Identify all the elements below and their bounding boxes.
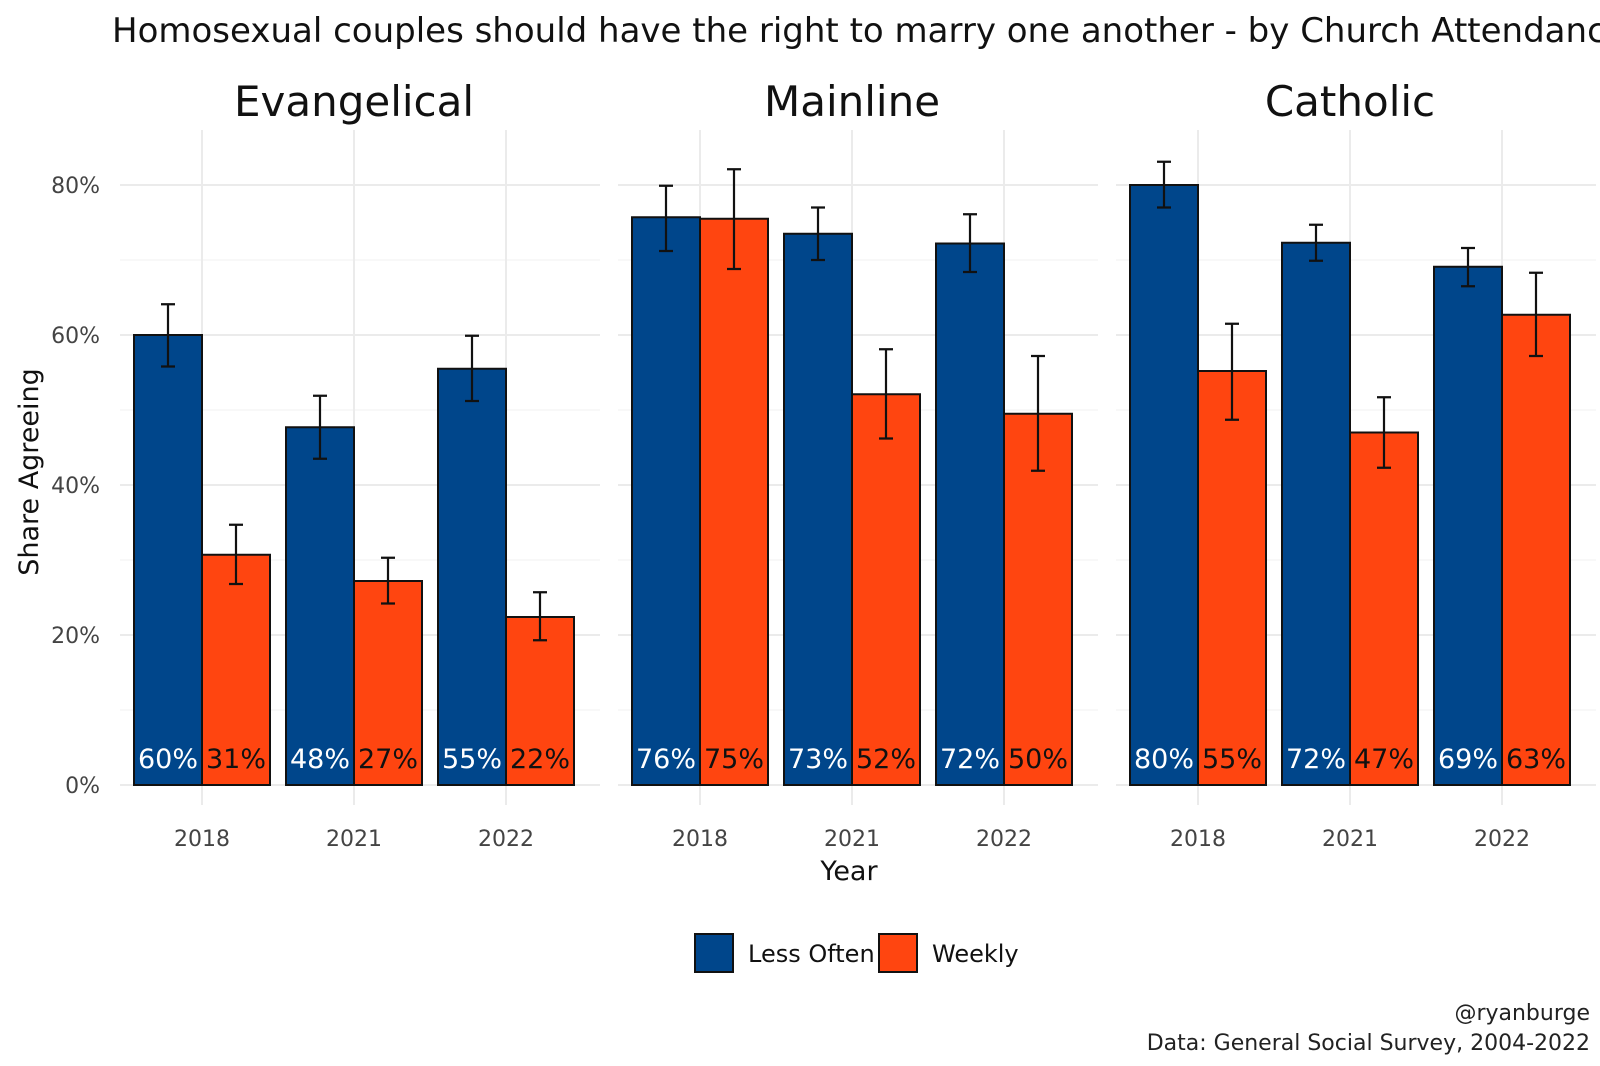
bar-less-often bbox=[1433, 265, 1503, 786]
bar-value-label: 48% bbox=[290, 744, 350, 775]
caption: @ryanburge Data: General Social Survey, … bbox=[1147, 1001, 1590, 1056]
error-bar bbox=[465, 334, 479, 403]
facet-title: Catholic bbox=[1265, 77, 1435, 126]
caption-handle: @ryanburge bbox=[1454, 1001, 1590, 1026]
error-bar bbox=[1529, 271, 1543, 358]
y-tick-label: 40% bbox=[51, 474, 100, 499]
facet-title: Mainline bbox=[764, 77, 940, 126]
error-bar bbox=[963, 213, 977, 274]
error-bar bbox=[1225, 322, 1239, 421]
bar-value-label: 76% bbox=[636, 744, 696, 775]
bar-value-label: 73% bbox=[788, 744, 848, 775]
y-axis-title: Share Agreeing bbox=[14, 368, 45, 576]
error-bar bbox=[313, 394, 327, 460]
x-tick-label: 2018 bbox=[174, 827, 230, 852]
caption-source: Data: General Social Survey, 2004-2022 bbox=[1147, 1031, 1590, 1056]
bar-value-label: 55% bbox=[1202, 744, 1262, 775]
legend-label-weekly: Weekly bbox=[932, 940, 1019, 968]
error-bar bbox=[811, 206, 825, 262]
bar-less-often bbox=[783, 232, 853, 786]
bar-less-often bbox=[1281, 241, 1351, 786]
bar-value-label: 27% bbox=[358, 744, 418, 775]
y-tick-label: 20% bbox=[51, 624, 100, 649]
bar-value-label: 69% bbox=[1438, 744, 1498, 775]
legend-swatch-less-often bbox=[694, 933, 734, 973]
x-axis-title: Year bbox=[819, 856, 878, 887]
bar-weekly bbox=[851, 393, 921, 786]
bar-less-often bbox=[1129, 184, 1199, 786]
bar-value-label: 31% bbox=[206, 744, 266, 775]
error-bar bbox=[1157, 160, 1171, 209]
legend-swatch-weekly bbox=[878, 933, 918, 973]
error-bar bbox=[1377, 396, 1391, 469]
bar-weekly bbox=[505, 616, 575, 786]
bar-value-label: 55% bbox=[442, 744, 502, 775]
bar-value-label: 50% bbox=[1008, 744, 1068, 775]
y-tick-label: 80% bbox=[51, 174, 100, 199]
bar-weekly bbox=[353, 580, 423, 786]
bar-value-label: 75% bbox=[704, 744, 764, 775]
bar-value-label: 80% bbox=[1134, 744, 1194, 775]
bar-weekly bbox=[699, 217, 769, 786]
bar-value-label: 22% bbox=[510, 744, 570, 775]
error-bar bbox=[1031, 354, 1045, 472]
bar-value-label: 63% bbox=[1506, 744, 1566, 775]
error-bar bbox=[659, 184, 673, 253]
bar-weekly bbox=[201, 553, 271, 786]
error-bar bbox=[381, 556, 395, 605]
facet-catholic: Catholic 80% 55% 2018 72% 47% 2021 69% 63% 2022 bbox=[1116, 77, 1596, 852]
bar-weekly bbox=[1501, 313, 1571, 786]
x-tick-label: 2018 bbox=[1170, 827, 1226, 852]
error-bar bbox=[1309, 223, 1323, 262]
bar-less-often bbox=[631, 216, 701, 786]
legend: Less Often Weekly bbox=[694, 933, 1019, 973]
facet-mainline: Mainline 76% 75% 2018 73% 52% 2021 72% 50% 2022 bbox=[618, 77, 1098, 852]
bar-value-label: 72% bbox=[1286, 744, 1346, 775]
x-tick-label: 2018 bbox=[672, 827, 728, 852]
bar-value-label: 52% bbox=[856, 744, 916, 775]
error-bar bbox=[1461, 246, 1475, 288]
bar-less-often bbox=[285, 426, 355, 786]
facets: 0% 20% 40% 60% 80% Evangelical 60% 31% 2018 48% 27… bbox=[51, 77, 1596, 852]
y-tick-label: 0% bbox=[65, 774, 100, 799]
legend-label-less-often: Less Often bbox=[748, 940, 875, 968]
x-tick-label: 2022 bbox=[1474, 827, 1530, 852]
bar-value-label: 72% bbox=[940, 744, 1000, 775]
error-bar bbox=[161, 303, 175, 368]
y-tick-label: 60% bbox=[51, 324, 100, 349]
bar-less-often bbox=[935, 242, 1005, 786]
x-tick-label: 2021 bbox=[824, 827, 880, 852]
x-tick-label: 2021 bbox=[1322, 827, 1378, 852]
bar-weekly bbox=[1349, 431, 1419, 786]
x-tick-label: 2021 bbox=[326, 827, 382, 852]
bar-value-label: 47% bbox=[1354, 744, 1414, 775]
facet-title: Evangelical bbox=[234, 77, 474, 126]
bar-weekly bbox=[1003, 412, 1073, 786]
error-bar bbox=[229, 523, 243, 586]
x-tick-label: 2022 bbox=[976, 827, 1032, 852]
bar-value-label: 60% bbox=[138, 744, 198, 775]
x-tick-label: 2022 bbox=[478, 827, 534, 852]
bar-less-often bbox=[437, 367, 507, 786]
bar-less-often bbox=[133, 334, 203, 786]
error-bar bbox=[879, 348, 893, 440]
error-bar bbox=[533, 591, 547, 642]
chart-title: Homosexual couples should have the right… bbox=[112, 11, 1600, 51]
error-bar bbox=[727, 168, 741, 271]
facet-evangelical: Evangelical 60% 31% 2018 48% 27% 2021 55% 22% 202… bbox=[120, 77, 600, 852]
bar-weekly bbox=[1197, 370, 1267, 786]
